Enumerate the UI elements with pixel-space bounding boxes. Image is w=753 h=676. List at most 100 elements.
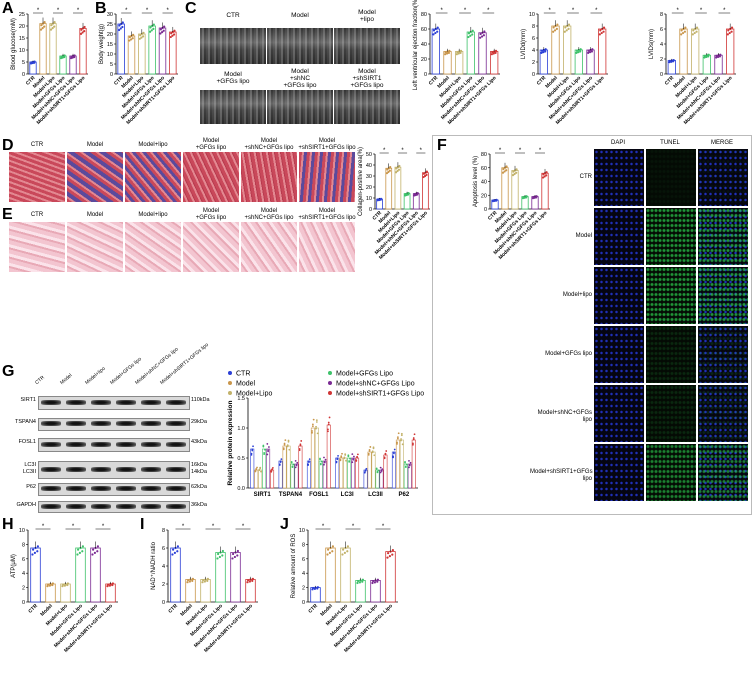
- data-point: [479, 32, 482, 36]
- data-point: [327, 421, 330, 424]
- y-axis-label: NAD⁺/NADH ratio: [150, 541, 157, 590]
- data-point: [436, 30, 439, 33]
- data-point: [483, 30, 486, 33]
- bar: [478, 32, 487, 75]
- bar: [75, 547, 86, 603]
- y-tick-label: 60: [481, 166, 487, 172]
- data-point: [555, 27, 559, 30]
- tunel-image: [646, 385, 696, 442]
- data-point: [372, 579, 375, 583]
- data-point: [328, 551, 331, 554]
- bar: [385, 551, 396, 603]
- echo-image: [267, 28, 333, 64]
- blot-band: [166, 399, 186, 405]
- data-point: [335, 460, 338, 463]
- bar: [266, 448, 271, 489]
- y-axis-label: Apoptosis level (%): [473, 156, 479, 207]
- data-point: [456, 51, 459, 54]
- bar: [262, 448, 267, 489]
- data-point: [159, 28, 162, 31]
- data-point: [361, 580, 364, 583]
- tunel-row-label: Model+shNC+GFGs lipo: [537, 410, 592, 423]
- bar: [340, 547, 351, 603]
- data-point: [683, 30, 687, 33]
- y-tick-label: 80: [481, 152, 487, 158]
- blot-band: [166, 441, 186, 447]
- bar: [254, 469, 259, 489]
- data-point: [351, 453, 354, 455]
- blot-band: [66, 441, 86, 447]
- data-point: [142, 31, 145, 34]
- data-point: [726, 33, 729, 36]
- tunel-image: [594, 267, 644, 324]
- data-point: [356, 581, 359, 585]
- x-tick-label: CTR: [307, 603, 319, 615]
- data-point: [448, 49, 451, 52]
- data-point: [286, 444, 289, 447]
- data-point: [444, 51, 447, 54]
- data-point: [695, 30, 698, 33]
- y-tick-label: 80: [421, 12, 427, 18]
- data-point: [327, 430, 329, 433]
- panel-letter-i: I: [140, 516, 145, 533]
- data-point: [379, 197, 383, 200]
- legend-marker: [328, 391, 332, 395]
- data-point: [311, 425, 314, 428]
- e-wrap-label: CTR: [30, 212, 44, 218]
- data-point: [203, 580, 206, 583]
- data-point: [412, 437, 415, 439]
- data-point: [287, 439, 290, 442]
- blot-band: [116, 399, 136, 405]
- data-point: [397, 432, 400, 435]
- data-point: [379, 471, 382, 474]
- blot-band: [166, 466, 186, 472]
- data-point: [407, 192, 410, 195]
- data-point: [404, 460, 406, 463]
- data-point: [327, 428, 329, 431]
- data-point: [176, 545, 179, 548]
- y-axis-label: Left ventricular ejection fraction(%): [413, 0, 419, 90]
- data-point: [494, 51, 497, 54]
- data-point: [76, 553, 79, 556]
- y-axis-label: ATP(μM): [11, 554, 17, 578]
- data-point: [391, 548, 394, 552]
- x-tick-label: CTR: [25, 75, 37, 87]
- d-wrap-label: Model+lipo: [138, 142, 168, 148]
- data-point: [384, 452, 387, 455]
- e-wrap-label: Model: [86, 212, 104, 218]
- data-point: [149, 30, 152, 33]
- tunel-row-label: Model: [575, 233, 592, 239]
- data-point: [575, 49, 579, 52]
- bar: [215, 552, 226, 603]
- data-point: [266, 443, 269, 445]
- bar: [691, 28, 700, 75]
- data-point: [393, 451, 395, 454]
- tunel-image: [698, 326, 748, 383]
- data-point: [81, 550, 84, 553]
- data-point: [300, 440, 303, 442]
- data-point: [376, 578, 379, 581]
- data-point: [394, 171, 398, 174]
- data-point: [266, 453, 269, 456]
- tunel-column-label: MERGE: [710, 140, 733, 146]
- panel-letter-f: F: [437, 137, 447, 154]
- data-point: [31, 548, 35, 551]
- blot-band: [166, 503, 186, 509]
- bar: [343, 457, 348, 489]
- sig-star: *: [676, 8, 679, 14]
- data-point: [323, 463, 325, 466]
- d-wrap-image: [183, 152, 239, 202]
- data-point: [176, 550, 179, 553]
- blot-band: [41, 486, 61, 491]
- bar: [90, 547, 101, 603]
- panel-letter-h: H: [2, 516, 14, 533]
- data-point: [282, 448, 285, 451]
- data-point: [286, 445, 289, 448]
- data-point: [457, 52, 460, 55]
- legend-marker: [228, 381, 232, 385]
- blot-band: [141, 466, 161, 472]
- y-tick-label: 4: [532, 48, 535, 54]
- data-point: [290, 460, 293, 463]
- y-tick-label: 0: [162, 600, 165, 606]
